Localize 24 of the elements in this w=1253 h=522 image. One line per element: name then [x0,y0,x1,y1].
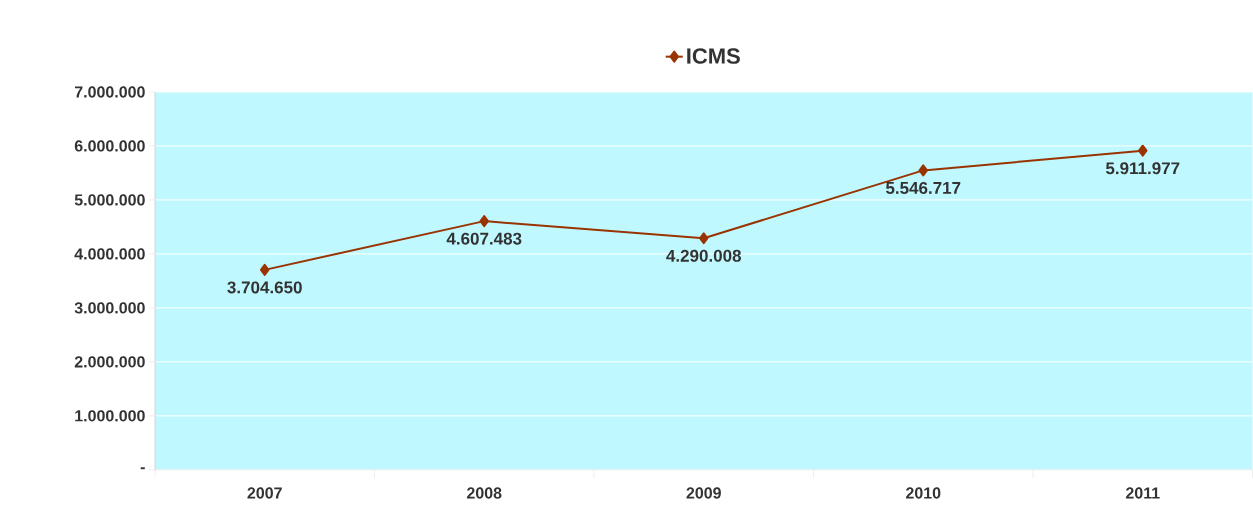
point [259,263,270,276]
data-label: 4.607.483 [446,232,522,245]
y-tick-label: 4.000.000 [74,248,145,260]
x-tick-label: 2011 [1125,487,1160,499]
y-tick-label: 6.000.000 [74,140,145,152]
point [918,164,928,177]
y-tick-label: 5.000.000 [74,194,145,206]
y-tick-label: 7.000.000 [74,86,145,98]
point [698,232,709,245]
y-tick-label: 2.000.000 [74,356,145,368]
y-tick-label: - [140,467,145,470]
data-label: 5.546.717 [885,182,961,195]
data-label: 5.911.977 [1105,162,1180,175]
legend-label: ICMS [687,48,740,64]
data-label: 3.704.650 [227,281,302,294]
x-tick-label: 2008 [466,487,502,499]
point [1138,144,1148,157]
y-tick-label: 1.000.000 [75,410,145,422]
x-tick-label: 2007 [247,487,282,499]
x-tick-label: 2010 [906,487,941,499]
point [479,215,489,228]
y-tick-label: 3.000.000 [74,302,145,314]
x-tick-label: 2009 [686,487,721,499]
data-label: 4.290.008 [666,249,742,262]
